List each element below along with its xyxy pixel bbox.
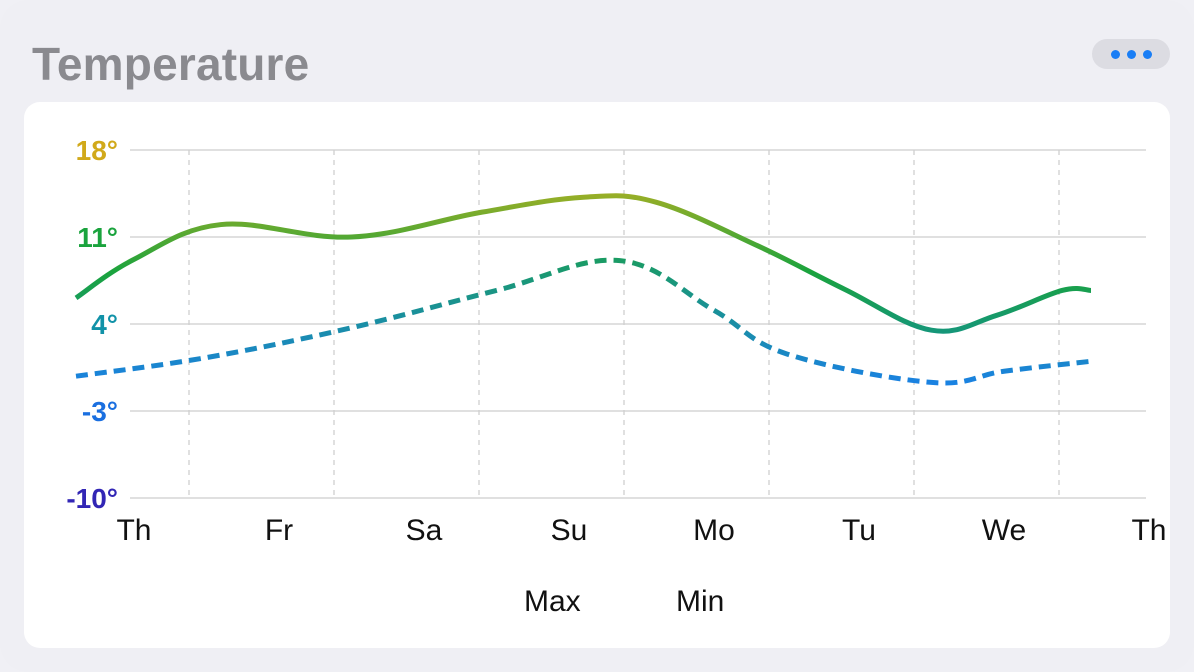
more-options-button[interactable]: [1092, 39, 1170, 69]
ellipsis-icon: [1126, 49, 1136, 59]
ellipsis-icon: [1142, 49, 1152, 59]
x-tick-label: Su: [551, 514, 588, 547]
widget-title: Temperature: [32, 38, 310, 90]
x-tick-label: Mo: [693, 514, 735, 547]
min-temperature-line: [75, 257, 1092, 386]
y-tick-label: 4°: [91, 309, 118, 340]
max-temperature-line: [74, 193, 1092, 334]
y-tick-label: 18°: [76, 135, 118, 166]
ellipsis-icon: [1110, 49, 1120, 59]
x-axis-ticks: Th Fr Sa Su Mo Tu We Th: [116, 514, 1166, 547]
grid-lines: [130, 149, 1146, 499]
y-tick-label: 11°: [77, 222, 118, 253]
y-tick-label: -3°: [82, 396, 118, 427]
chart-card: 18° 11° 4° -3° -10° Th Fr Sa Su Mo Tu We Th Max Min: [24, 102, 1170, 648]
legend-min-label: Min: [676, 585, 724, 618]
x-tick-label: Sa: [406, 514, 443, 547]
x-tick-label: Fr: [265, 514, 293, 547]
x-tick-label: We: [982, 514, 1026, 547]
y-tick-label: -10°: [66, 483, 118, 514]
chart-series: [74, 193, 1092, 386]
legend-max-label: Max: [524, 585, 581, 618]
x-tick-label: Th: [1131, 514, 1166, 547]
chart-legend: Max Min: [461, 585, 724, 618]
x-tick-label: Tu: [842, 514, 876, 547]
temperature-chart: 18° 11° 4° -3° -10° Th Fr Sa Su Mo Tu We Th Max Min: [66, 135, 1166, 618]
y-axis-ticks: 18° 11° 4° -3° -10°: [66, 135, 118, 514]
x-tick-label: Th: [116, 514, 151, 547]
